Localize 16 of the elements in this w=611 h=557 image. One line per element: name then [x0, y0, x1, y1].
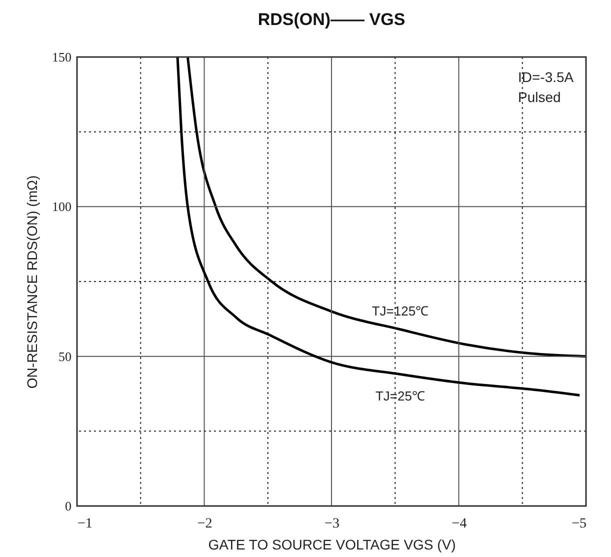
y-tick-label: 50	[58, 348, 72, 364]
series-label: TJ=125℃	[372, 303, 429, 318]
x-axis-title: GATE TO SOURCE VOLTAGE VGS (V)	[208, 536, 456, 552]
x-tick-label: −2	[197, 516, 212, 532]
x-tick-label: −3	[324, 516, 340, 532]
chart-title: RDS(ON)—— VGS	[258, 10, 406, 29]
x-tick-label: −1	[78, 516, 92, 532]
annotation: ID=-3.5A	[518, 69, 574, 85]
y-tick-label: 0	[65, 498, 72, 514]
y-tick-label: 150	[52, 50, 72, 64]
annotation: Pulsed	[518, 89, 561, 105]
y-axis-title: ON-RESISTANCE RDS(ON) (mΩ)	[24, 175, 40, 389]
x-tick-label: −5	[572, 516, 586, 532]
y-tick-label: 100	[52, 199, 72, 214]
x-tick-label: −4	[452, 516, 467, 532]
series-label: TJ=25℃	[375, 388, 425, 404]
